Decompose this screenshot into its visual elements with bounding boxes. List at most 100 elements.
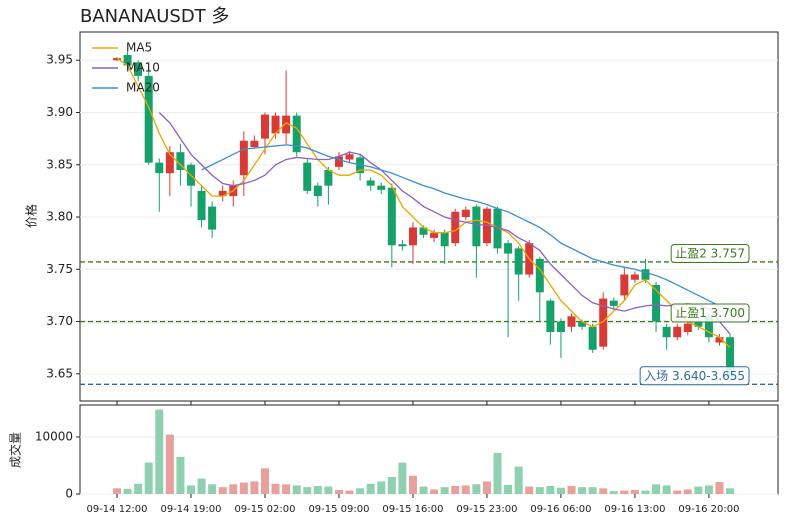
- candle-body: [250, 140, 259, 147]
- candle-body: [334, 156, 343, 167]
- candle-body: [134, 62, 143, 76]
- volume-bar: [134, 483, 143, 494]
- volume-bar: [324, 486, 333, 494]
- candle-body: [419, 227, 428, 235]
- volume-bar: [197, 478, 206, 494]
- volume-bar: [113, 488, 121, 494]
- x-tick-label: 09-15 09:00: [308, 504, 369, 515]
- candle-body: [726, 337, 735, 377]
- volume-bar: [461, 485, 470, 494]
- volume-bar: [535, 487, 544, 494]
- volume-bar: [556, 487, 565, 494]
- candle-body: [377, 185, 386, 190]
- volume-bar: [726, 488, 735, 494]
- ma-line: [158, 112, 731, 335]
- candle-body: [440, 232, 449, 247]
- candle-body: [218, 190, 227, 197]
- x-tick-label: 09-15 16:00: [382, 504, 443, 515]
- legend-label: MA5: [126, 41, 152, 55]
- y-tick-label: 3.65: [46, 366, 73, 380]
- candle-body: [461, 209, 470, 218]
- volume-bar: [144, 462, 153, 494]
- volume-bar: [313, 486, 322, 494]
- label-box: [670, 303, 750, 323]
- volume-bar: [271, 483, 280, 494]
- volume-bar: [704, 485, 713, 494]
- candle-body: [630, 274, 639, 280]
- volume-bar: [472, 484, 481, 494]
- volume-bar: [208, 484, 217, 494]
- candle-body: [282, 115, 291, 134]
- candle-body: [165, 152, 174, 174]
- volume-bar: [662, 485, 671, 494]
- x-tick-label: 09-14 19:00: [160, 504, 221, 515]
- candle-body: [408, 227, 417, 246]
- reference-label-text: 入场 3.640-3.655: [644, 369, 745, 383]
- label-box: [639, 366, 750, 386]
- candle-body: [155, 162, 164, 174]
- volume-bar: [398, 462, 407, 494]
- candle-body: [620, 274, 629, 296]
- candle-body: [641, 269, 650, 280]
- candle-body: [673, 326, 682, 338]
- candle-body: [694, 321, 703, 327]
- volume-bar: [345, 490, 354, 494]
- candle-body: [514, 248, 523, 275]
- x-tick-label: 09-14 12:00: [86, 504, 147, 515]
- ma-line: [116, 57, 731, 349]
- candle-body: [535, 258, 544, 293]
- volume-bar: [630, 490, 639, 494]
- reference-label-text: 止盈2 3.757: [675, 246, 745, 260]
- candle-body: [387, 187, 396, 246]
- label-box: [670, 243, 750, 263]
- volume-bar: [356, 488, 365, 494]
- y-tick-label: 3.95: [46, 53, 73, 67]
- y-axis-label: 价格: [24, 204, 39, 228]
- volume-bar: [292, 485, 301, 494]
- volume-bar: [303, 487, 312, 494]
- candle-body: [704, 316, 713, 338]
- volume-bar: [440, 487, 449, 494]
- volume-bar: [165, 434, 174, 494]
- volume-bar: [451, 486, 460, 494]
- volume-bar: [377, 481, 386, 494]
- volume-bar: [641, 490, 650, 494]
- candle-body: [176, 152, 185, 170]
- y-tick-label: 3.85: [46, 157, 73, 171]
- volume-bar: [229, 484, 238, 494]
- x-tick-label: 09-16 06:00: [530, 504, 591, 515]
- y-axis-label: 成交量: [8, 432, 23, 468]
- candle-body: [113, 58, 121, 61]
- candle-body: [609, 300, 618, 306]
- volume-bar: [578, 487, 587, 494]
- candle-body: [324, 169, 333, 186]
- chart-title: BANANAUSDT 多: [80, 6, 229, 27]
- volume-bar: [250, 481, 259, 494]
- volume-bar: [504, 484, 513, 494]
- volume-bar: [260, 468, 269, 494]
- volume-bar: [430, 489, 439, 494]
- candle-body: [144, 75, 153, 163]
- candle-body: [123, 54, 132, 66]
- volume-bar: [176, 456, 185, 494]
- candle-body: [556, 321, 565, 333]
- x-tick-label: 09-16 13:00: [604, 504, 665, 515]
- ma-line: [201, 144, 731, 312]
- candle-body: [652, 284, 661, 322]
- candle-body: [345, 154, 354, 160]
- candle-body: [197, 190, 206, 221]
- volume-bar: [218, 487, 227, 494]
- candle-body: [271, 115, 280, 134]
- volume-bar: [567, 486, 576, 494]
- candle-body: [366, 180, 375, 186]
- x-tick-label: 09-16 20:00: [678, 504, 739, 515]
- volume-bar: [387, 476, 396, 494]
- volume-bar: [334, 490, 343, 494]
- volume-bar: [599, 488, 608, 494]
- candle-body: [493, 208, 502, 249]
- volume-bar: [123, 488, 132, 494]
- volume-bar: [588, 487, 597, 494]
- candle-body: [239, 140, 248, 176]
- candle-body: [662, 326, 671, 338]
- candle-body: [398, 244, 407, 247]
